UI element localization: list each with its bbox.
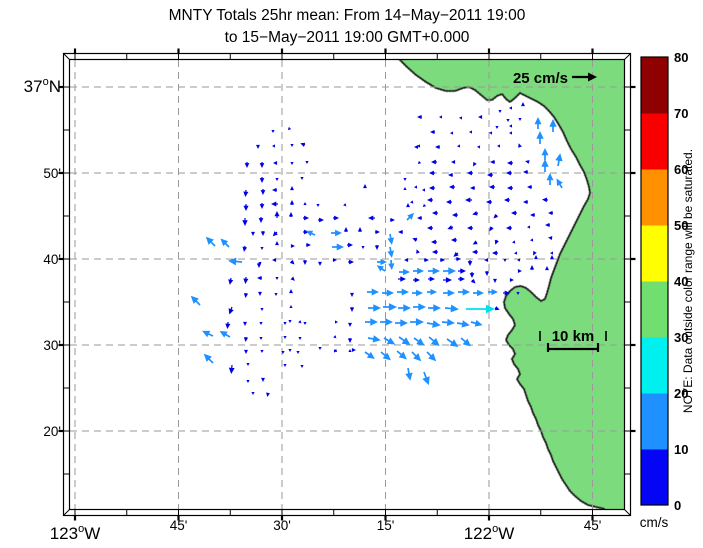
colorbar-tick-label: 60 — [674, 162, 688, 177]
latlon-gridlines — [70, 60, 624, 509]
colorbar-tick-label: 30 — [674, 330, 688, 345]
speed-scale-label: 25 cm/s — [513, 70, 568, 87]
tick-label: 30' — [273, 518, 291, 533]
tick-label: 20' — [43, 424, 61, 439]
tick-label: 45' — [170, 518, 188, 533]
tick-label: 122oW — [464, 523, 515, 543]
tick-label: 40' — [43, 252, 61, 267]
current-vectors — [190, 102, 563, 397]
colorbar-tick-label: 0 — [674, 498, 681, 513]
colorbar-tick-label: 50 — [674, 218, 688, 233]
speed-scale-arrow-icon — [572, 72, 597, 82]
colorbar-tick-label: 40 — [674, 274, 688, 289]
distance-scalebar: 10 km — [539, 328, 607, 352]
tick-label: 37oN — [24, 76, 61, 96]
figure-title-line2: to 15−May−2011 19:00 GMT+0.000 — [225, 29, 470, 46]
colorbar-units-label: cm/s — [640, 515, 669, 530]
colorbar-tick-label: 20 — [674, 386, 688, 401]
tick-label: 50' — [43, 166, 61, 181]
colorbar-saturation-note: NOTE: Data outside color range will be s… — [681, 149, 695, 413]
scalebar-label: 10 km — [552, 328, 595, 345]
tick-label: 30' — [43, 338, 61, 353]
speed-scale-legend: 25 cm/s — [513, 70, 597, 87]
tick-label: 45' — [584, 518, 602, 533]
axis-tick-labels: 37oN 50' 40' 30' 20' 123oW 45' 30' 15' 122oW 45' — [24, 76, 602, 543]
figure-title-line1: MNTY Totals 25hr mean: From 14−May−2011 … — [169, 7, 526, 24]
colorbar-tick-label: 70 — [674, 106, 688, 121]
map-frame-fancy-border — [58, 48, 636, 521]
scalebar-line — [539, 331, 607, 352]
land-monterey-coast — [398, 60, 624, 509]
tick-label: 123oW — [50, 523, 101, 543]
colorbar: 0 10 20 30 40 50 60 70 80 — [640, 50, 688, 513]
colorbar-tick-label: 10 — [674, 442, 688, 457]
colorbar-tick-label: 80 — [674, 50, 688, 65]
tick-label: 15' — [377, 518, 395, 533]
